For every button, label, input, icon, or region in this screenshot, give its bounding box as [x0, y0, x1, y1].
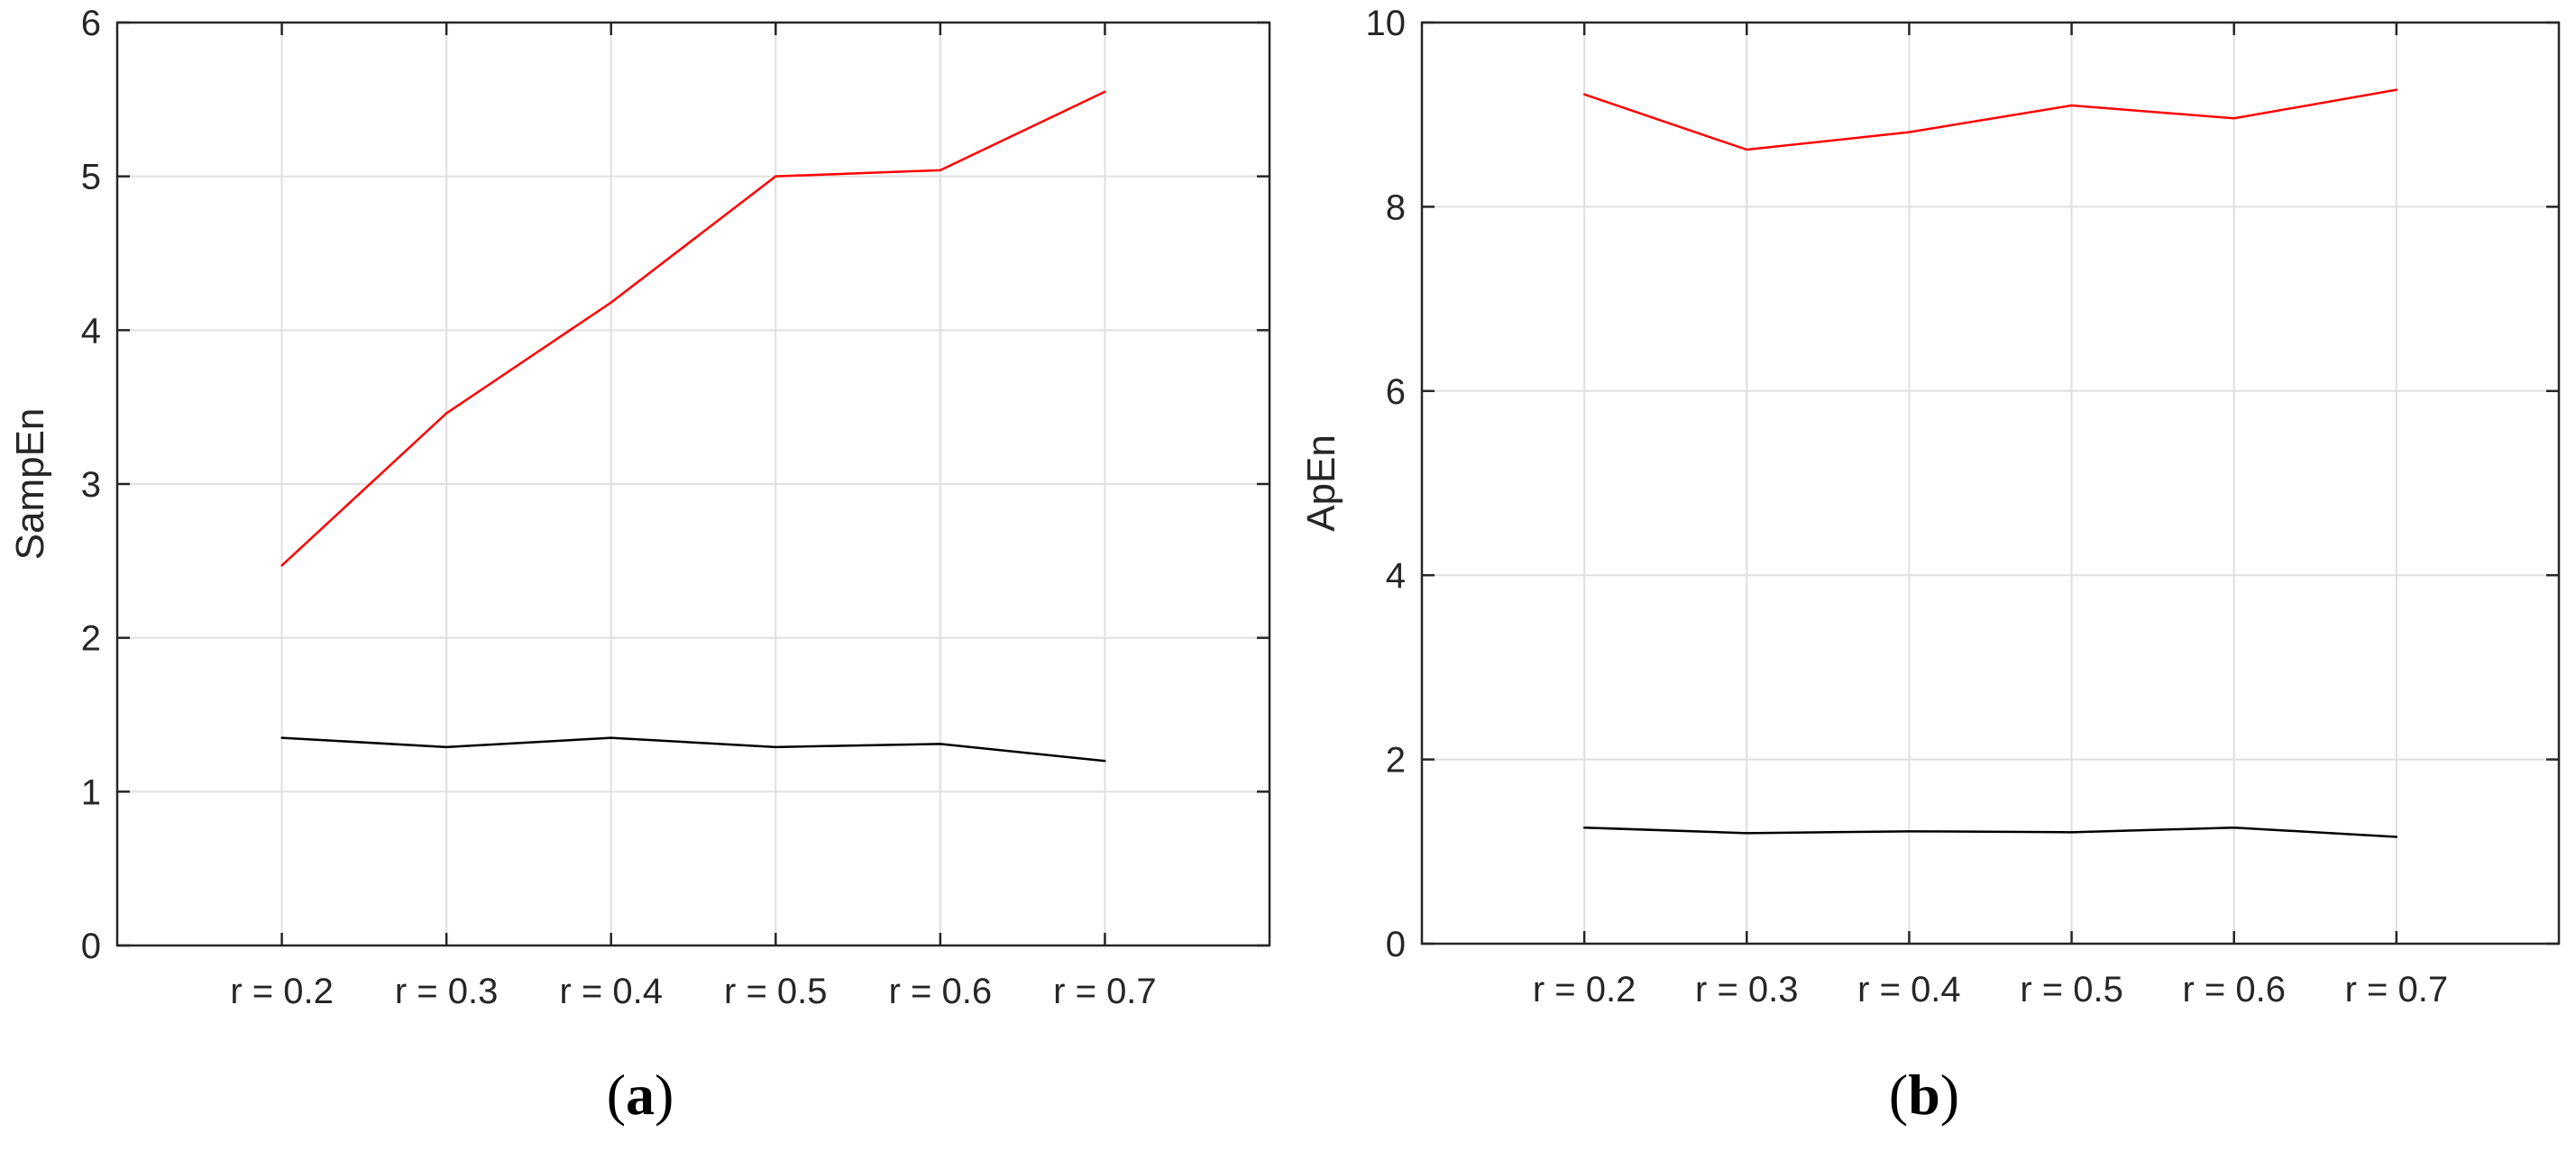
data-point: [775, 175, 777, 178]
x-tick-label: r = 0.7: [1053, 972, 1157, 1011]
data-point: [1746, 832, 1748, 835]
panel-label-b: (b): [1888, 1063, 1960, 1127]
y-tick-label: 3: [81, 465, 101, 505]
chart-a: 0 1 2 3 4 5 6 r = 0.2 r = 0.3 r = 0.4 r = 0.5 r = 0…: [8, 4, 1271, 1011]
series-line-red: [1583, 88, 2397, 151]
x-tick-label: r = 0.4: [559, 972, 663, 1011]
data-point: [1582, 93, 1586, 96]
x-tick-label: r = 0.7: [2345, 970, 2449, 1009]
y-tick-label: 10: [1366, 4, 1407, 43]
data-point: [775, 745, 777, 749]
data-point: [1582, 827, 1586, 829]
data-point: [2070, 104, 2073, 107]
y-axis-label: ApEn: [1299, 434, 1343, 532]
x-tick-label: r = 0.3: [395, 972, 499, 1011]
data-point: [2395, 88, 2398, 91]
panel-label-a: (a): [606, 1063, 674, 1127]
x-tick-label: r = 0.6: [889, 972, 993, 1011]
data-point: [939, 169, 942, 172]
y-tick-label: 6: [1386, 372, 1406, 412]
data-point: [2395, 836, 2398, 838]
x-tick-label: r = 0.5: [724, 972, 828, 1011]
x-tick-label: r = 0.4: [1857, 970, 1961, 1009]
x-tick-label: r = 0.3: [1695, 970, 1799, 1009]
data-point: [445, 412, 448, 415]
y-tick-label: 1: [81, 772, 101, 812]
y-axis-label: SampEn: [8, 408, 52, 561]
y-tick-label: 4: [1386, 556, 1406, 596]
series-line-red: [280, 90, 1105, 567]
y-tick-label: 5: [81, 158, 101, 197]
data-point: [1104, 90, 1106, 94]
x-tick-label: r = 0.5: [2020, 970, 2123, 1009]
data-point: [280, 564, 283, 567]
data-point: [2232, 827, 2235, 829]
data-point: [610, 301, 612, 304]
data-point: [1104, 760, 1106, 763]
chart-b: 0 2 4 6 8 10 r = 0.2 r = 0.3 r = 0.4 r = 0.5 r = 0…: [1299, 4, 2561, 1009]
y-tick-label: 2: [1386, 741, 1406, 781]
x-tick-label: r = 0.2: [1533, 970, 1636, 1009]
data-point: [280, 736, 283, 739]
data-point: [1908, 830, 1911, 833]
y-tick-label: 4: [81, 311, 101, 351]
series-line-black: [281, 736, 1105, 763]
y-tick-label: 8: [1386, 187, 1406, 227]
data-point: [2070, 831, 2073, 834]
x-tick-label: r = 0.6: [2182, 970, 2286, 1009]
data-point: [1746, 148, 1748, 151]
data-point: [2232, 117, 2235, 120]
plot-frame: [1420, 21, 2561, 945]
y-tick-label: 0: [81, 927, 101, 966]
y-tick-label: 6: [81, 4, 101, 43]
y-tick-label: 0: [1386, 925, 1406, 964]
y-tick-label: 2: [81, 619, 101, 659]
series-line-black: [1584, 826, 2397, 838]
data-point: [939, 743, 942, 745]
data-point: [1908, 131, 1911, 133]
data-point: [445, 745, 448, 749]
x-tick-label: r = 0.2: [230, 972, 334, 1011]
data-point: [610, 736, 612, 739]
